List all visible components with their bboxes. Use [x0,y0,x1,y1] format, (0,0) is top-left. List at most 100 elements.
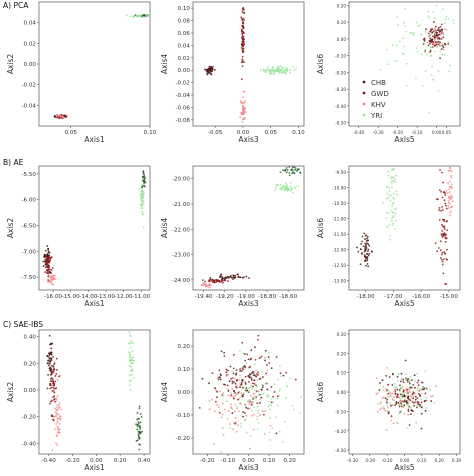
point-YRI [140,192,142,195]
point-CHB [398,405,401,408]
point-YRI [391,196,394,199]
point-KHV [391,392,394,395]
point-KHV [56,434,59,437]
data-point-CHB [435,34,438,37]
point-YRI [260,393,263,396]
point-YRI-dark [296,169,298,172]
y-tick-label: -0.20 [176,436,191,442]
point-KHV [383,396,385,399]
y-tick-label: 0.30 [337,332,347,337]
x-tick-label: 0.00 [90,458,103,464]
axes-frame [348,329,461,455]
point-CHB [282,374,285,377]
point-GWD [440,190,442,193]
point-KHV [56,404,59,407]
point-GWD [236,379,238,381]
panel-sae-56: -0.30 -0.20 -0.10 0.00 0.10 0.20 0.30 0.30 0.20 0… [316,329,462,472]
point-YRI [231,370,234,373]
point-GWD [245,387,248,390]
point-YRI-dark [138,405,141,408]
point-CHB [50,347,53,350]
point-YRI [282,66,284,69]
point-YRI [285,72,287,75]
point-GWD [250,357,253,360]
point-YRI [390,175,393,178]
point-YRI [131,350,134,353]
point-GWD [52,384,55,387]
point-GWD [230,377,232,380]
point-CHB [440,28,443,31]
point-YRI [405,378,407,381]
point-YRI [387,63,390,66]
point-YRI [390,394,393,397]
data-point-YRI [275,69,278,72]
point-KHV [431,46,434,48]
x-axis-label: Axis5 [394,299,415,308]
point-KHV [447,205,450,207]
x-tick-label: -16.00 [44,294,62,300]
point-GWD [218,369,221,372]
point-CHB [247,407,249,410]
point-YRI [377,402,379,405]
point-CHB [219,373,222,376]
point-CHB [400,372,403,375]
point-YRI [416,372,419,375]
point-YRI [269,439,271,441]
point-YRI [250,384,252,387]
point-CHB [48,251,51,254]
point-GWD [443,199,446,202]
x-axis-label: Axis3 [238,135,259,144]
point-GWD [44,266,47,269]
point-CHB [366,236,369,238]
point-CHB [430,400,433,402]
point-CHB [227,390,230,392]
point-GWD [445,207,448,210]
point-KHV [55,396,58,399]
point-KHV [235,421,237,424]
point-GWD [258,357,261,359]
point-GWD [440,23,443,26]
point-YRI [434,33,437,36]
y-tick-label: 0.20 [337,3,347,8]
point-YRI [130,339,132,342]
y-tick-label: -20.00 [172,177,190,183]
point-YRI-dark [141,15,144,18]
point-YRI [277,68,280,70]
point-YRI [392,180,395,183]
y-tick-label: -13.00 [333,279,347,284]
point-KHV [52,276,55,279]
point-CHB [366,242,369,245]
y-tick-label: -0.30 [335,87,346,92]
y-tick-label: 0.20 [178,344,191,350]
data-point-GWD [442,233,445,236]
y-tick-label: -0.02 [22,83,36,89]
point-KHV [434,30,437,33]
point-YRI [278,390,281,392]
point-KHV [375,393,378,395]
x-tick-label: -13.00 [97,294,115,300]
point-KHV [407,413,409,416]
point-GWD [221,393,224,396]
point-KHV [449,196,451,199]
point-KHV [230,403,232,406]
point-KHV [227,373,229,376]
data-point-CHB [43,255,46,258]
point-GWD [446,229,449,232]
point-YRI-dark [288,174,291,177]
point-KHV [450,197,453,200]
point-YRI [407,403,409,406]
point-YRI [255,397,257,400]
point-YRI [253,406,255,409]
point-GWD [49,402,51,405]
point-GWD [256,402,259,405]
point-KHV [233,377,236,380]
point-CHB [414,398,417,401]
point-CHB [235,373,237,376]
point-CHB [223,279,226,282]
point-KHV [406,392,409,395]
point-YRI-dark [291,168,294,171]
point-YRI [406,62,408,65]
point-GWD [428,42,431,45]
point-KHV [207,284,209,287]
